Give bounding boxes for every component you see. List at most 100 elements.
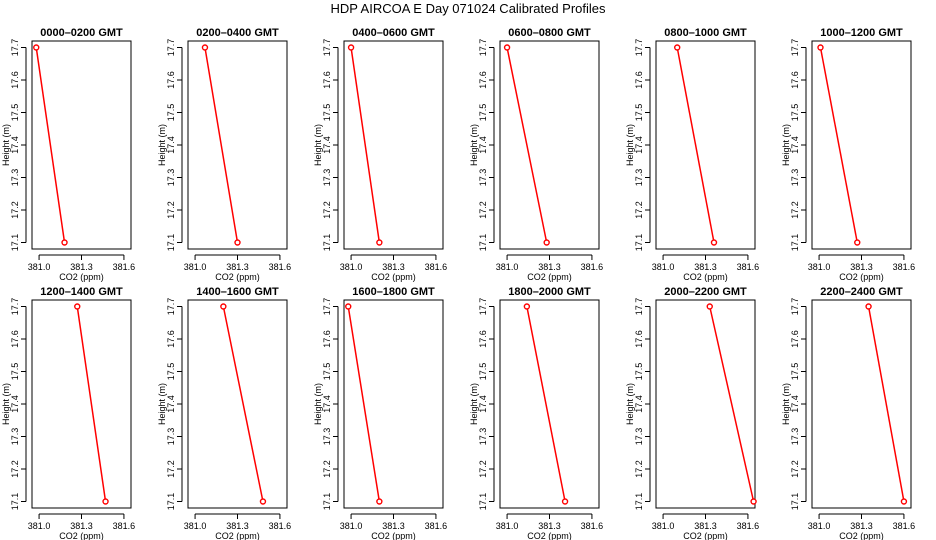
- profile-line: [76, 306, 107, 502]
- plot-frame: [655, 40, 756, 250]
- y-axis-label: Height (m): [625, 383, 635, 425]
- y-tick-label: 17.3: [166, 428, 176, 446]
- y-tick-label: 17.4: [634, 395, 644, 413]
- y-tick-label: 17.6: [790, 330, 800, 348]
- x-tick-label: 381.3: [850, 521, 873, 531]
- y-axis-label: Height (m): [469, 383, 479, 425]
- y-axis-label: Height (m): [781, 383, 791, 425]
- panel-title: 1000–1200 GMT: [820, 27, 903, 39]
- data-point: [61, 239, 68, 246]
- profile-line: [867, 306, 905, 502]
- x-axis-label: CO2 (ppm): [59, 272, 104, 282]
- y-tick-label: 17.5: [478, 104, 488, 122]
- y-tick-label: 17.4: [478, 395, 488, 413]
- y-tick-label: 17.5: [166, 363, 176, 381]
- y-tick-label: 17.7: [166, 298, 176, 316]
- y-tick-label: 17.2: [634, 460, 644, 478]
- plot-frame: [31, 299, 132, 509]
- y-tick-label: 17.5: [322, 363, 332, 381]
- x-tick-label: 381.6: [893, 521, 916, 531]
- y-tick-label: 17.6: [634, 330, 644, 348]
- data-point: [900, 498, 908, 505]
- y-tick-label: 17.4: [322, 136, 332, 154]
- data-point: [74, 303, 81, 310]
- y-tick-label: 17.1: [322, 493, 332, 511]
- profile-line: [222, 306, 264, 502]
- y-tick-label: 17.3: [322, 169, 332, 187]
- x-tick-label: 381.3: [226, 262, 249, 272]
- panel-title: 1200–1400 GMT: [40, 286, 123, 298]
- x-axis-label: CO2 (ppm): [215, 531, 260, 540]
- y-tick-label: 17.4: [166, 136, 176, 154]
- data-point: [674, 44, 681, 51]
- data-point: [523, 303, 531, 310]
- y-tick-label: 17.1: [634, 234, 644, 252]
- x-tick-label: 381.3: [538, 521, 561, 531]
- x-tick-label: 381.0: [28, 521, 51, 531]
- data-point: [376, 498, 383, 505]
- y-tick-label: 17.3: [634, 169, 644, 187]
- x-tick-label: 381.6: [737, 262, 760, 272]
- x-tick-label: 381.6: [737, 521, 760, 531]
- y-tick-label: 17.1: [478, 234, 488, 252]
- x-axis-label: CO2 (ppm): [683, 531, 728, 540]
- y-tick-label: 17.1: [790, 234, 800, 252]
- y-tick-label: 17.1: [322, 234, 332, 252]
- data-point: [710, 239, 718, 246]
- y-axis-label: Height (m): [313, 383, 323, 425]
- y-tick-label: 17.6: [166, 330, 176, 348]
- data-point: [750, 498, 757, 505]
- x-tick-label: 381.0: [184, 262, 207, 272]
- y-tick-label: 17.3: [634, 428, 644, 446]
- y-tick-label: 17.5: [478, 363, 488, 381]
- x-tick-label: 381.0: [340, 521, 363, 531]
- x-tick-label: 381.6: [269, 521, 292, 531]
- x-tick-label: 381.6: [113, 262, 136, 272]
- y-tick-label: 17.1: [166, 234, 176, 252]
- data-point: [102, 498, 109, 505]
- x-tick-label: 381.0: [808, 521, 831, 531]
- profile-line: [526, 306, 566, 502]
- x-tick-label: 381.6: [425, 521, 448, 531]
- panel-title: 0600–0800 GMT: [508, 27, 591, 39]
- plot-frame: [811, 40, 912, 250]
- y-tick-label: 17.4: [10, 395, 20, 413]
- y-tick-label: 17.4: [478, 136, 488, 154]
- panel-title: 1400–1600 GMT: [196, 286, 279, 298]
- y-tick-label: 17.3: [10, 169, 20, 187]
- y-tick-label: 17.2: [478, 201, 488, 219]
- y-tick-label: 17.7: [10, 39, 20, 57]
- y-tick-label: 17.6: [10, 71, 20, 89]
- y-tick-label: 17.5: [10, 104, 20, 122]
- data-point: [234, 239, 241, 246]
- y-tick-label: 17.3: [10, 428, 20, 446]
- y-tick-label: 17.7: [478, 298, 488, 316]
- x-axis-label: CO2 (ppm): [371, 531, 416, 540]
- data-point: [33, 44, 40, 51]
- panel-title: 1800–2000 GMT: [508, 286, 591, 298]
- y-axis-label: Height (m): [625, 124, 635, 166]
- x-axis-label: CO2 (ppm): [683, 272, 728, 282]
- y-tick-label: 17.4: [10, 136, 20, 154]
- y-tick-label: 17.2: [634, 201, 644, 219]
- panel-title: 0000–0200 GMT: [40, 27, 123, 39]
- y-tick-label: 17.6: [322, 330, 332, 348]
- plot-frame: [31, 40, 132, 250]
- y-tick-label: 17.5: [790, 104, 800, 122]
- x-tick-label: 381.3: [226, 521, 249, 531]
- y-tick-label: 17.7: [634, 298, 644, 316]
- data-point: [865, 303, 872, 310]
- plot-frame: [343, 40, 444, 250]
- plot-frame: [343, 299, 444, 509]
- x-tick-label: 381.6: [113, 521, 136, 531]
- y-tick-label: 17.3: [790, 169, 800, 187]
- y-tick-label: 17.2: [322, 201, 332, 219]
- y-tick-label: 17.6: [478, 330, 488, 348]
- y-axis-label: Height (m): [1, 124, 11, 166]
- x-axis-label: CO2 (ppm): [371, 272, 416, 282]
- x-tick-label: 381.3: [382, 262, 405, 272]
- x-axis-label: CO2 (ppm): [527, 272, 572, 282]
- y-axis-label: Height (m): [157, 124, 167, 166]
- y-tick-label: 17.7: [322, 298, 332, 316]
- y-tick-label: 17.7: [634, 39, 644, 57]
